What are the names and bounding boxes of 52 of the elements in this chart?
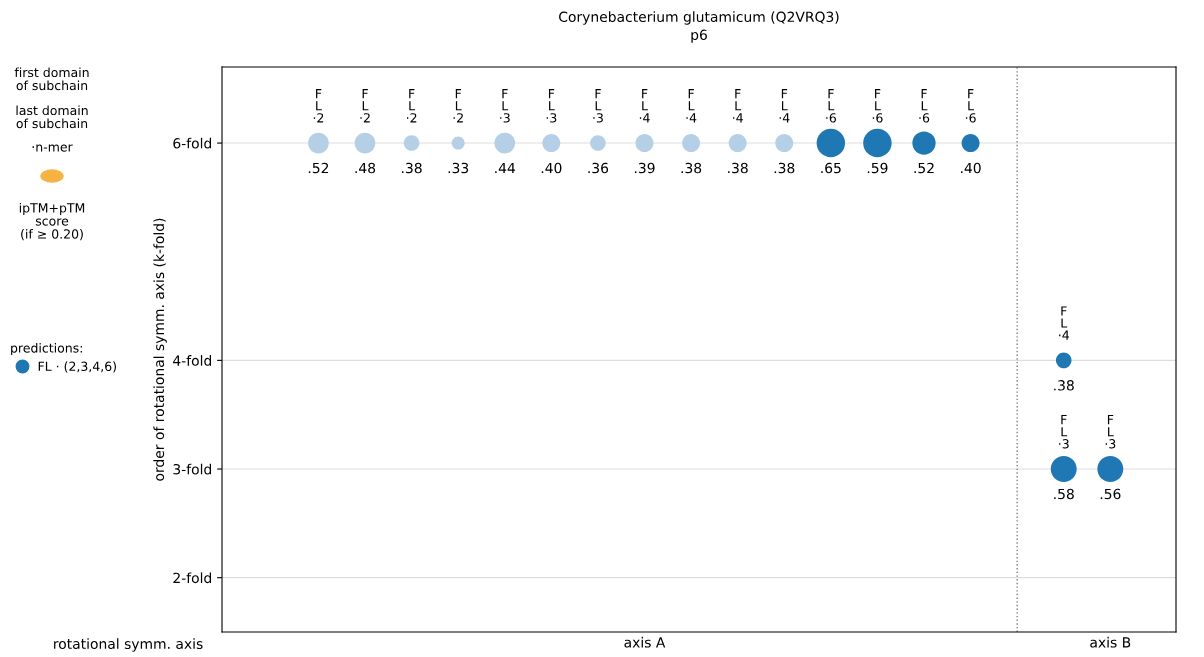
annotation: .33 (448, 162, 469, 174)
annotation: F L ·2 (406, 89, 417, 123)
annotation: F L ·2 (360, 89, 370, 123)
annotation: .59 (867, 162, 888, 174)
annotation: F L ·4 (779, 89, 790, 123)
text: ipTM+pTM score (if ≥ 0.20) (19, 202, 85, 241)
annotation: F L ·3 (500, 89, 510, 123)
annotation: F L ·3 (1105, 415, 1116, 449)
x-tick-label: axis A (624, 636, 666, 648)
annotation: .38 (728, 162, 748, 174)
annotation: F L ·4 (639, 89, 650, 123)
annotation: F L ·6 (872, 89, 883, 123)
annotation: F L ·3 (593, 89, 603, 123)
legend-title: predictions: (11, 343, 82, 356)
y-tick-label: 3-fold (173, 463, 212, 475)
annotation: F L ·2 (453, 89, 463, 123)
annotation: F L ·6 (826, 89, 836, 123)
annotation: .39 (634, 162, 655, 174)
annotation: .38 (402, 162, 422, 174)
annotation: .44 (495, 162, 516, 174)
y-axis-title: order of rotational symm. axis (k-fold) (153, 218, 167, 481)
x-axis-title: rotational symm. axis (54, 638, 203, 652)
x-tick-label: axis B (1090, 636, 1131, 648)
annotation: F L ·4 (686, 89, 697, 123)
annotation: .38 (681, 162, 702, 174)
annotation: .48 (355, 162, 376, 174)
legend-label: FL · (2,3,4,6) (38, 361, 116, 373)
text: last domain of subchain (16, 105, 88, 129)
annotation: .38 (774, 162, 795, 174)
y-tick-label: 6-fold (173, 137, 212, 149)
annotation: .40 (961, 162, 981, 174)
annotation: F L ·6 (965, 89, 976, 123)
chart-title: Corynebacterium glutamicum (Q2VRQ3) (559, 11, 839, 25)
annotation: .38 (1054, 380, 1074, 391)
annotation: .58 (1054, 488, 1074, 500)
y-tick-label: 2-fold (173, 572, 212, 584)
annotation: F L ·3 (546, 89, 557, 123)
annotation: .65 (821, 162, 841, 174)
annotation: .56 (1100, 488, 1121, 500)
text: first domain of subchain (14, 67, 89, 91)
y-tick-label: 4-fold (173, 355, 212, 366)
annotation: F L ·4 (1059, 306, 1069, 340)
annotation: F L ·4 (733, 89, 743, 123)
chart-subtitle: p6 (691, 29, 707, 43)
text: ·n-mer (32, 144, 73, 152)
annotation: F L ·3 (1059, 415, 1069, 449)
annotation: .36 (588, 162, 609, 174)
annotation: F L ·2 (313, 89, 324, 123)
annotation: F L ·6 (919, 89, 930, 123)
annotation: .52 (308, 162, 329, 174)
annotation: .52 (914, 162, 934, 174)
annotation: .40 (541, 162, 562, 174)
